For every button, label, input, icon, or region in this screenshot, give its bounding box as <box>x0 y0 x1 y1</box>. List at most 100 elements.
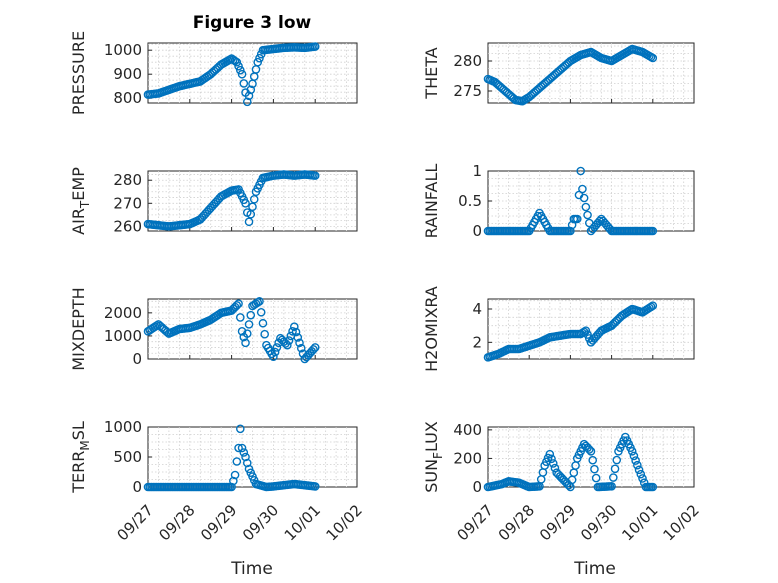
y-tick-label: 280 <box>113 171 142 189</box>
y-tick-label: 800 <box>113 89 142 107</box>
data-point <box>629 451 639 461</box>
data-point <box>270 347 280 357</box>
data-point <box>583 330 592 339</box>
data-point <box>646 302 656 312</box>
data-point <box>576 166 586 176</box>
x-axis-label-right: Time <box>573 559 616 579</box>
data-point <box>548 459 558 468</box>
data-point <box>310 343 320 352</box>
data-point <box>634 465 644 475</box>
data-point <box>236 424 245 434</box>
data-point <box>244 91 254 101</box>
y-tick-label: 280 <box>453 52 482 70</box>
data-point <box>609 473 618 482</box>
subplot-left-2: 260 270 280 AIRTEMP <box>69 167 358 235</box>
y-tick-label: 0.5 <box>458 192 482 210</box>
subplot-right-1: 275 280 THETA <box>422 42 695 106</box>
y-axis-label-subscript: M <box>78 440 92 450</box>
y-axis-label-main: MIXDEPTH <box>69 287 88 370</box>
y-axis-label-main: PRESSURE <box>69 31 88 115</box>
data-point <box>284 336 294 345</box>
subplot-right-3: 2 4 H2OMIXRA <box>422 286 695 372</box>
y-axis-label: TERRMSL <box>69 421 92 494</box>
data-point <box>241 199 250 208</box>
data-point <box>648 482 658 492</box>
data-point <box>253 57 263 67</box>
data-point <box>232 57 242 67</box>
data-point <box>272 343 282 352</box>
data-point <box>579 193 589 203</box>
data-point <box>648 301 658 310</box>
y-axis-label-rest: SL <box>69 421 88 440</box>
data-point <box>586 446 596 456</box>
data-point <box>627 446 637 456</box>
data-point <box>269 352 278 361</box>
y-axis-label-main: THETA <box>422 47 441 99</box>
data-point <box>242 97 252 107</box>
y-axis-label: AIRTEMP <box>69 167 92 235</box>
y-axis-label-main: TERR <box>69 451 88 494</box>
subplot-right-2: 0 0.5 1 RAINFALL <box>422 162 695 240</box>
data-point <box>239 448 249 457</box>
data-point <box>289 322 299 331</box>
data-point <box>239 79 249 88</box>
data-point <box>578 184 587 194</box>
data-point <box>234 299 243 308</box>
y-tick-label: 1000 <box>104 41 142 59</box>
data-point <box>255 297 264 306</box>
data-point <box>246 310 256 320</box>
data-point <box>581 326 591 335</box>
data-point <box>310 171 320 180</box>
data-point <box>595 216 604 226</box>
y-tick-label: 2000 <box>104 304 142 322</box>
y-axis-label: SUNFLUX <box>422 421 445 493</box>
data-point <box>591 473 601 483</box>
plot-area <box>147 426 358 488</box>
data-point <box>283 340 292 350</box>
subplot-left-3: 0 1000 2000 MIXDEPTH <box>69 287 358 371</box>
data-point <box>648 53 658 63</box>
y-tick-label: 0 <box>132 478 142 496</box>
data-point <box>232 301 242 310</box>
data-point <box>590 464 599 474</box>
data-point <box>547 454 556 464</box>
y-axis-label: THETA <box>422 47 441 99</box>
subplot-left-1: 800 900 1000 PRESSURE <box>69 31 358 115</box>
data-point <box>638 474 647 483</box>
data-point <box>572 214 582 224</box>
data-point <box>636 469 646 479</box>
y-axis-label: RAINFALL <box>422 164 441 239</box>
data-point <box>310 482 320 491</box>
data-point <box>152 321 162 330</box>
data-point <box>607 481 616 491</box>
data-point <box>293 333 303 342</box>
y-tick-label: 260 <box>113 217 142 235</box>
y-axis-label: PRESSURE <box>69 31 88 115</box>
y-axis-label: MIXDEPTH <box>69 287 88 370</box>
y-tick-label: 2 <box>472 333 482 351</box>
data-point <box>234 61 243 71</box>
figure-title: Figure 3 low <box>193 13 312 33</box>
y-tick-label: 1 <box>472 162 482 180</box>
data-point <box>234 443 243 453</box>
data-point <box>291 327 301 337</box>
data-point <box>550 463 560 473</box>
data-point <box>648 226 658 236</box>
y-tick-label: 0 <box>472 222 482 240</box>
data-point <box>236 65 245 75</box>
data-point <box>253 298 263 307</box>
data-point <box>230 470 240 480</box>
y-axis-label-main: AIR <box>69 208 88 235</box>
data-point <box>246 85 256 95</box>
y-tick-label: 900 <box>113 65 142 83</box>
data-point <box>584 445 594 454</box>
data-point <box>581 202 591 212</box>
x-axis-label-left: Time <box>230 559 273 579</box>
y-axis-label-rest: EMP <box>69 167 88 201</box>
data-point <box>255 53 264 63</box>
data-point <box>296 343 306 353</box>
y-axis-label-subscript: T <box>78 200 92 209</box>
y-tick-label: 0 <box>472 478 482 496</box>
